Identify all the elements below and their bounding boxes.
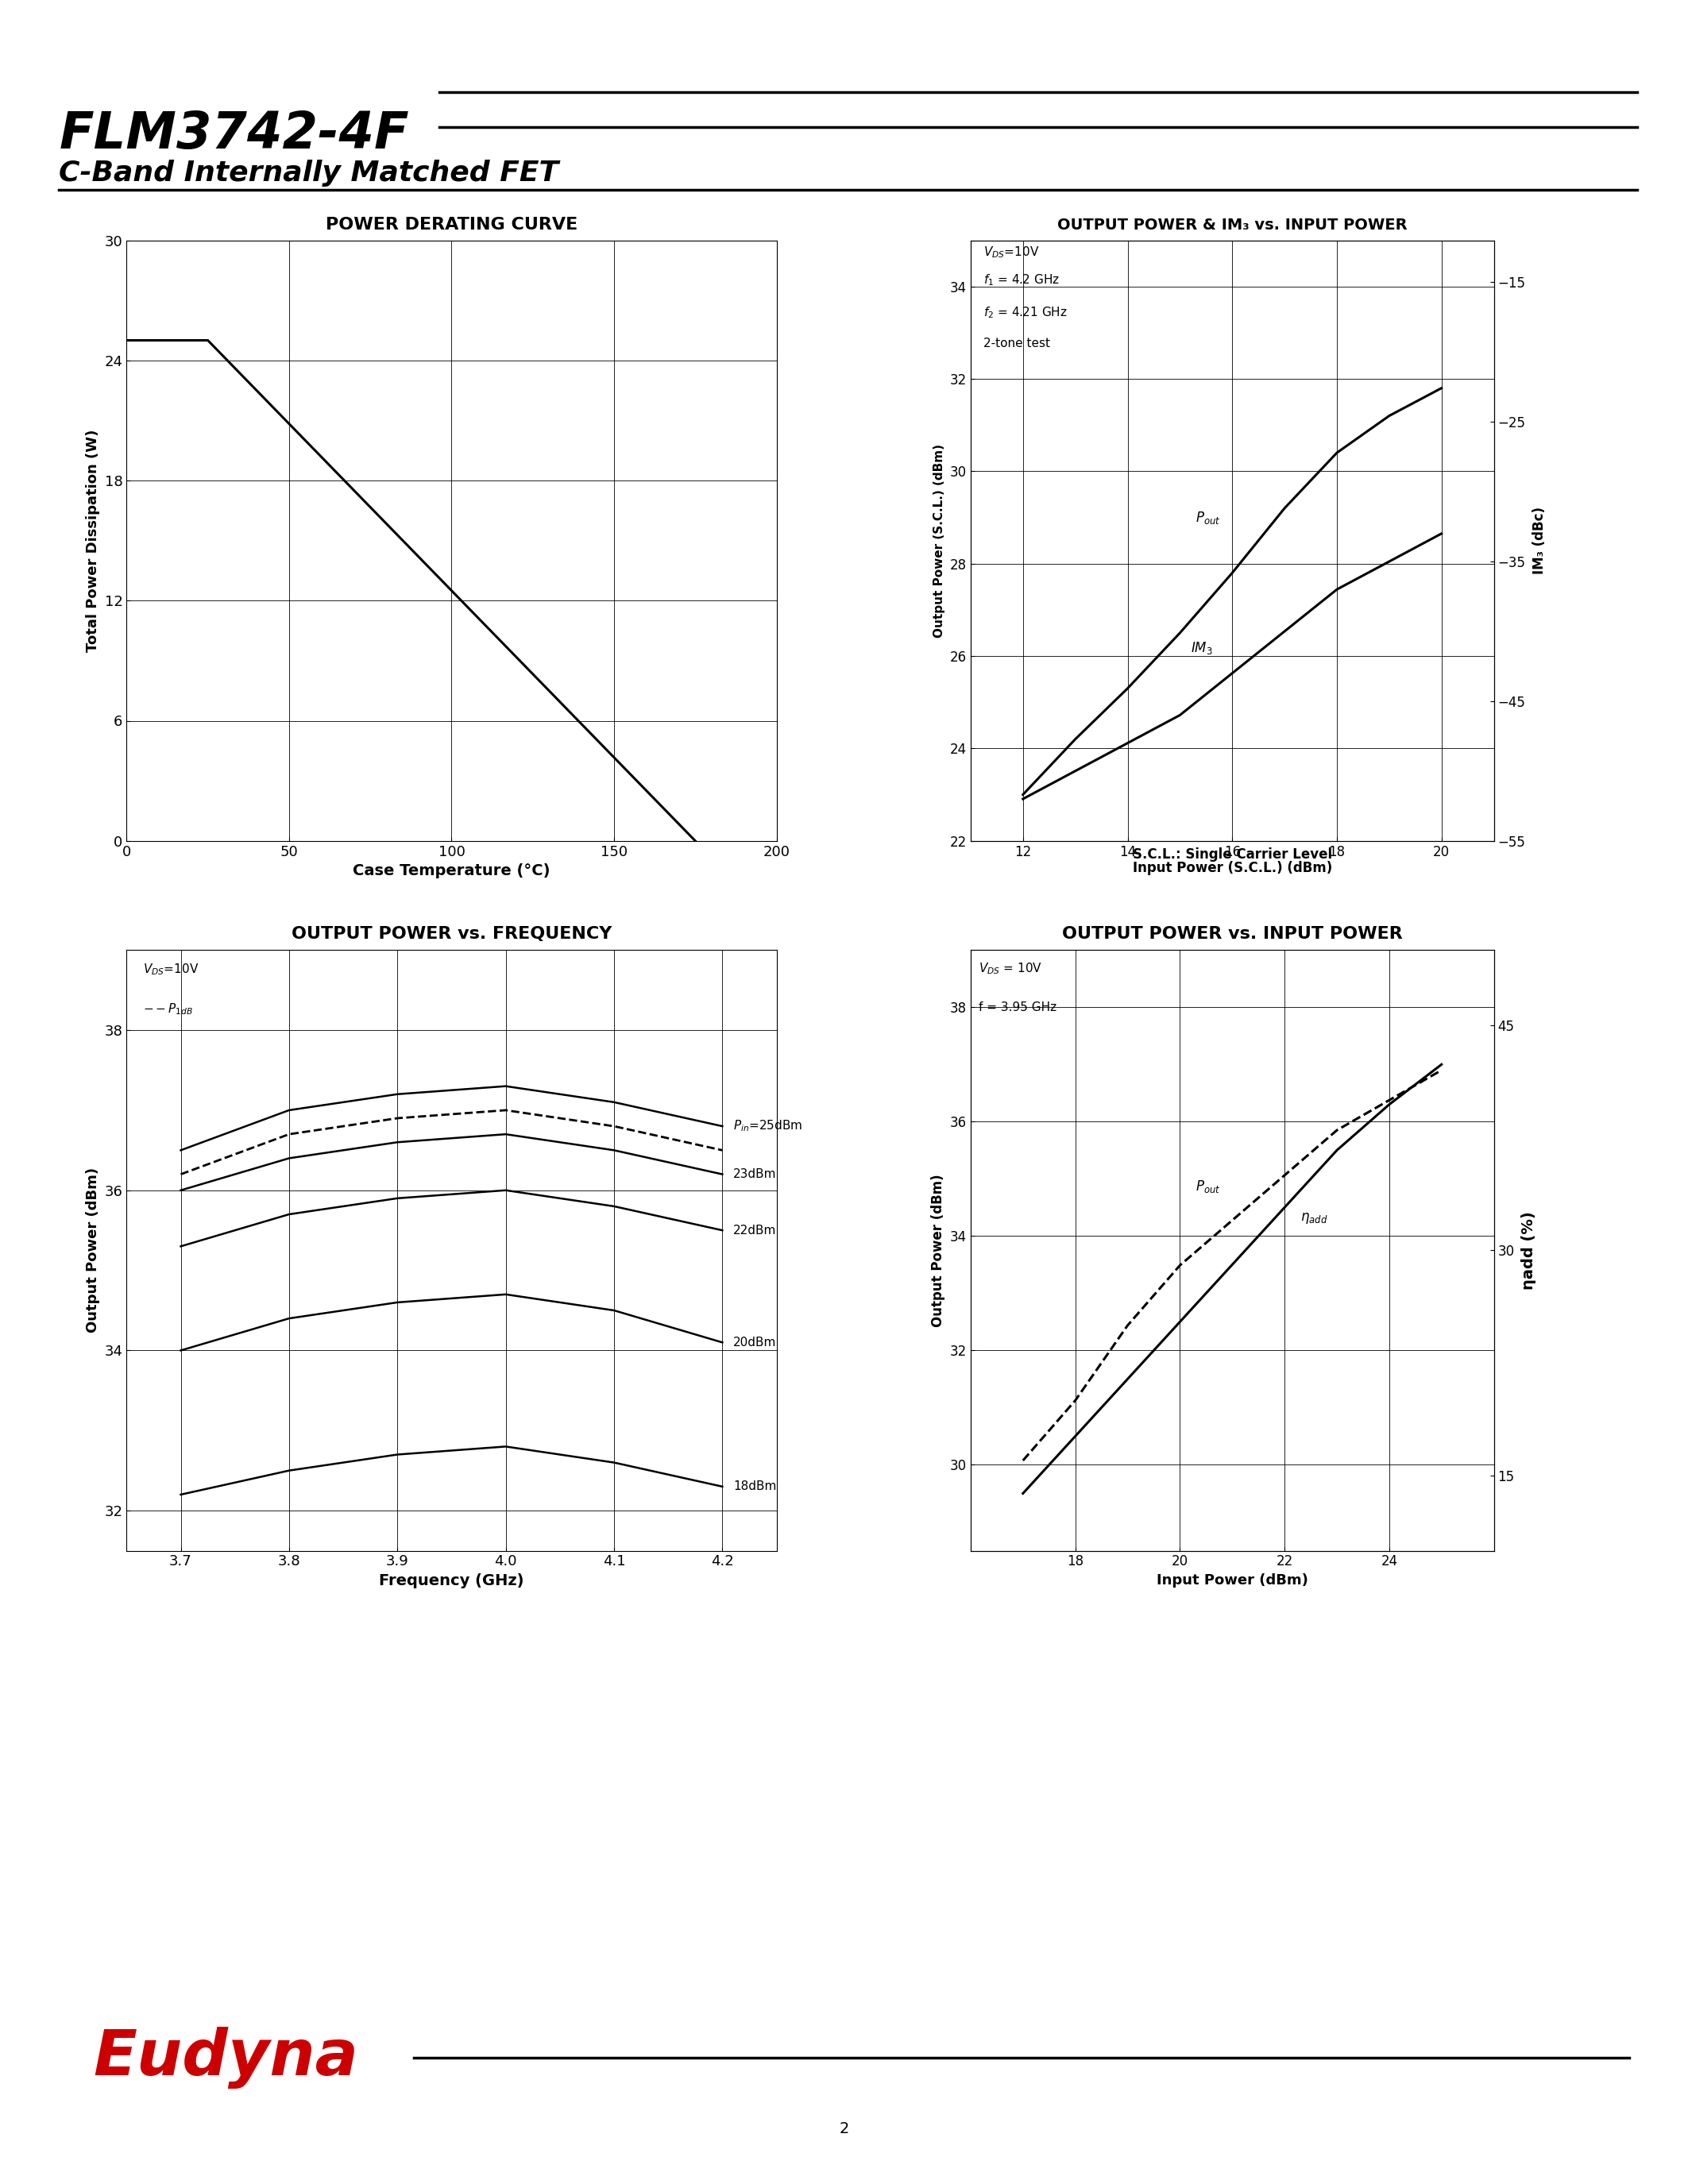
Text: S.C.L.: Single Carrier Level: S.C.L.: Single Carrier Level [1133, 847, 1332, 860]
Text: $\eta_{add}$: $\eta_{add}$ [1300, 1210, 1328, 1225]
Text: $f_2$ = 4.21 GHz: $f_2$ = 4.21 GHz [984, 306, 1067, 319]
Text: 2-tone test: 2-tone test [984, 336, 1050, 349]
Text: $V_{DS}$=10V: $V_{DS}$=10V [984, 245, 1040, 260]
X-axis label: Input Power (S.C.L.) (dBm): Input Power (S.C.L.) (dBm) [1133, 860, 1332, 876]
Text: 2: 2 [839, 2121, 849, 2136]
X-axis label: Case Temperature (°C): Case Temperature (°C) [353, 863, 550, 878]
Text: $P_{out}$: $P_{out}$ [1195, 511, 1220, 526]
Title: OUTPUT POWER vs. INPUT POWER: OUTPUT POWER vs. INPUT POWER [1062, 926, 1403, 941]
Text: FLM3742-4F: FLM3742-4F [59, 109, 408, 159]
Y-axis label: Total Power Dissipation (W): Total Power Dissipation (W) [86, 430, 100, 651]
Text: 22dBm: 22dBm [733, 1225, 776, 1236]
Text: $IM_3$: $IM_3$ [1190, 640, 1212, 655]
Y-axis label: ηadd (%): ηadd (%) [1521, 1212, 1536, 1289]
X-axis label: Input Power (dBm): Input Power (dBm) [1156, 1572, 1308, 1588]
Text: 20dBm: 20dBm [733, 1337, 776, 1348]
Title: OUTPUT POWER vs. FREQUENCY: OUTPUT POWER vs. FREQUENCY [292, 926, 611, 941]
X-axis label: Frequency (GHz): Frequency (GHz) [380, 1572, 523, 1588]
Text: $f_1$ = 4.2 GHz: $f_1$ = 4.2 GHz [984, 273, 1060, 288]
Y-axis label: Output Power (dBm): Output Power (dBm) [932, 1173, 945, 1328]
Y-axis label: Output Power (dBm): Output Power (dBm) [86, 1168, 100, 1332]
Text: $--P_{1dB}$: $--P_{1dB}$ [143, 1002, 192, 1018]
Text: 18dBm: 18dBm [733, 1481, 776, 1492]
Text: $V_{DS}$=10V: $V_{DS}$=10V [143, 963, 199, 976]
Y-axis label: IM₃ (dBc): IM₃ (dBc) [1533, 507, 1546, 574]
Text: Eudyna: Eudyna [93, 2027, 358, 2088]
Text: $P_{out}$: $P_{out}$ [1195, 1179, 1220, 1195]
Text: C-Band Internally Matched FET: C-Band Internally Matched FET [59, 159, 559, 186]
Text: 23dBm: 23dBm [733, 1168, 776, 1179]
Title: POWER DERATING CURVE: POWER DERATING CURVE [326, 216, 577, 232]
Title: OUTPUT POWER & IM₃ vs. INPUT POWER: OUTPUT POWER & IM₃ vs. INPUT POWER [1057, 216, 1408, 232]
Text: $P_{in}$=25dBm: $P_{in}$=25dBm [733, 1118, 802, 1133]
Text: f = 3.95 GHz: f = 3.95 GHz [979, 1002, 1057, 1013]
Y-axis label: Output Power (S.C.L.) (dBm): Output Power (S.C.L.) (dBm) [933, 443, 945, 638]
Text: $V_{DS}$ = 10V: $V_{DS}$ = 10V [979, 961, 1041, 976]
